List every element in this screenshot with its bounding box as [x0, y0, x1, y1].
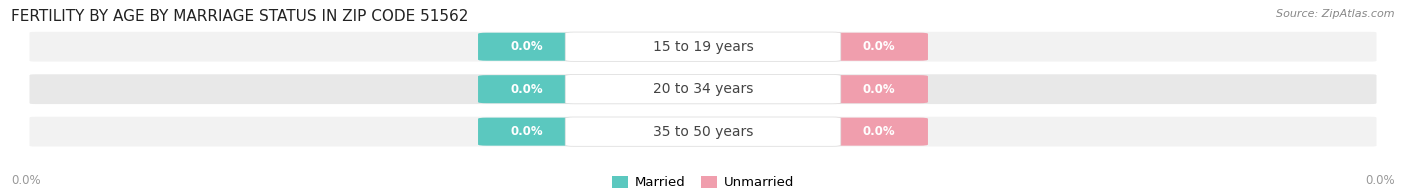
FancyBboxPatch shape: [565, 74, 841, 104]
FancyBboxPatch shape: [830, 33, 928, 61]
FancyBboxPatch shape: [565, 117, 841, 146]
Text: 0.0%: 0.0%: [510, 40, 544, 53]
Text: 15 to 19 years: 15 to 19 years: [652, 40, 754, 54]
FancyBboxPatch shape: [830, 75, 928, 103]
FancyBboxPatch shape: [28, 73, 1378, 105]
FancyBboxPatch shape: [478, 75, 576, 103]
FancyBboxPatch shape: [28, 115, 1378, 148]
Text: 0.0%: 0.0%: [510, 83, 544, 96]
Text: FERTILITY BY AGE BY MARRIAGE STATUS IN ZIP CODE 51562: FERTILITY BY AGE BY MARRIAGE STATUS IN Z…: [11, 9, 468, 24]
FancyBboxPatch shape: [478, 33, 576, 61]
FancyBboxPatch shape: [565, 32, 841, 61]
Text: 20 to 34 years: 20 to 34 years: [652, 82, 754, 96]
Text: 35 to 50 years: 35 to 50 years: [652, 125, 754, 139]
FancyBboxPatch shape: [478, 118, 576, 146]
Text: 0.0%: 0.0%: [510, 125, 544, 138]
Legend: Married, Unmarried: Married, Unmarried: [612, 176, 794, 189]
FancyBboxPatch shape: [830, 118, 928, 146]
Text: 0.0%: 0.0%: [862, 125, 896, 138]
Text: 0.0%: 0.0%: [11, 174, 41, 187]
Text: 0.0%: 0.0%: [862, 40, 896, 53]
FancyBboxPatch shape: [28, 30, 1378, 63]
Text: 0.0%: 0.0%: [1365, 174, 1395, 187]
Text: 0.0%: 0.0%: [862, 83, 896, 96]
Text: Source: ZipAtlas.com: Source: ZipAtlas.com: [1277, 9, 1395, 19]
